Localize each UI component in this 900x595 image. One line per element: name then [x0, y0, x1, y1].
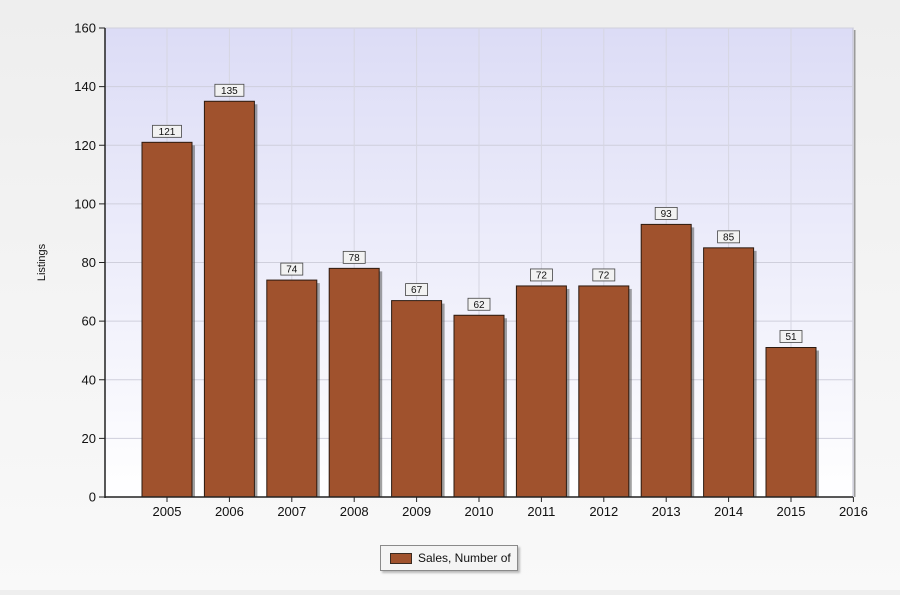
- x-tick-label: 2015: [777, 504, 806, 519]
- data-label-box: [280, 262, 304, 276]
- bar: [703, 247, 755, 498]
- data-label-box: [405, 283, 429, 297]
- bar: [141, 141, 193, 498]
- bar: [515, 285, 567, 498]
- bar: [328, 267, 380, 498]
- y-tick-label: 40: [82, 372, 96, 387]
- data-label: 62: [473, 300, 485, 311]
- y-tick-label: 120: [74, 138, 96, 153]
- data-label: 121: [159, 127, 176, 138]
- data-label: 135: [221, 86, 238, 97]
- bar: [453, 314, 505, 498]
- data-label-box: [342, 250, 366, 264]
- data-label-box: [152, 124, 182, 138]
- chart-legend: Sales, Number of: [380, 545, 518, 571]
- data-label: 78: [349, 253, 361, 264]
- y-axis-label: Listings: [36, 243, 48, 281]
- data-label: 85: [723, 232, 735, 243]
- data-label: 51: [785, 332, 797, 343]
- bar: [578, 285, 630, 498]
- data-label: 67: [411, 285, 423, 296]
- y-tick-label: 0: [89, 490, 96, 505]
- x-tick-label: 2016: [839, 504, 868, 519]
- data-label: 72: [536, 270, 548, 281]
- x-tick-label: 2014: [714, 504, 743, 519]
- x-tick-label: 2011: [527, 504, 555, 519]
- data-label-box: [717, 230, 740, 244]
- data-label-box: [530, 268, 553, 282]
- y-tick-label: 80: [82, 255, 96, 270]
- data-label-box: [592, 268, 616, 282]
- data-label: 93: [661, 209, 673, 220]
- x-tick-label: 2008: [340, 504, 369, 519]
- y-tick-label: 60: [82, 314, 96, 329]
- bar: [765, 347, 817, 498]
- bar: [640, 223, 692, 498]
- data-label-box: [779, 330, 803, 343]
- data-label-box: [467, 297, 491, 311]
- data-label: 74: [286, 265, 298, 276]
- x-tick-label: 2012: [589, 504, 618, 519]
- bar: [266, 279, 318, 498]
- y-tick-label: 20: [82, 431, 96, 446]
- bar: [203, 100, 255, 498]
- legend-swatch: [390, 552, 412, 564]
- x-tick-label: 2010: [465, 504, 494, 519]
- data-label-box: [214, 83, 245, 97]
- legend-label: Sales, Number of: [418, 551, 511, 565]
- x-tick-label: 2005: [153, 504, 182, 519]
- y-tick-label: 140: [74, 79, 96, 94]
- y-tick-label: 100: [74, 196, 96, 211]
- data-label-box: [654, 206, 678, 220]
- x-tick-label: 2006: [215, 504, 244, 519]
- bar: [391, 300, 443, 498]
- y-tick-label: 160: [74, 21, 96, 36]
- x-tick-label: 2007: [277, 504, 306, 519]
- x-tick-label: 2013: [652, 504, 681, 519]
- data-label: 72: [598, 270, 610, 281]
- x-tick-label: 2009: [402, 504, 431, 519]
